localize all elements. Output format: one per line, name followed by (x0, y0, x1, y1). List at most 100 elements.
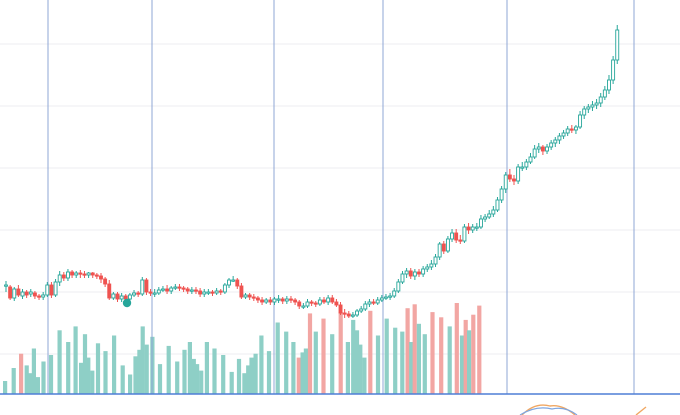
volume-bar (41, 361, 46, 394)
candle (32, 291, 37, 299)
candle (507, 169, 512, 182)
candle (561, 130, 566, 139)
candle-body (12, 288, 17, 299)
candle-body (408, 270, 413, 277)
candle-body (429, 263, 434, 268)
volume-bar (246, 365, 251, 394)
candle (222, 283, 227, 294)
candle-body (379, 297, 384, 301)
candle-body (284, 298, 289, 302)
candle (532, 145, 537, 159)
volume-bar (303, 348, 308, 394)
volume-bar (229, 371, 234, 394)
candle (214, 288, 219, 295)
candle (16, 285, 21, 297)
candle (24, 290, 29, 298)
candle-body (532, 148, 537, 158)
candle-body (499, 188, 504, 201)
candle (235, 278, 240, 289)
candle (243, 293, 248, 299)
candle (582, 106, 587, 119)
volume-bar (345, 342, 350, 394)
candle-body (94, 274, 99, 277)
volume-bar (338, 312, 343, 394)
candle-body (317, 299, 322, 305)
volume-bar (166, 345, 171, 394)
candle (379, 295, 384, 302)
candle (177, 284, 182, 291)
indicator-layer (519, 404, 647, 415)
candle-body (375, 299, 380, 304)
candle (173, 284, 178, 290)
volume-bar (120, 365, 125, 394)
candle (227, 278, 231, 288)
candle (185, 287, 190, 294)
candle-body (28, 291, 33, 295)
candle (450, 229, 454, 242)
candle (466, 223, 471, 234)
candle-body (169, 287, 174, 292)
volume-bar (300, 352, 305, 394)
candle-body (214, 290, 219, 294)
candle (297, 300, 302, 309)
candle-body (573, 126, 578, 131)
candle (86, 272, 91, 278)
candle (350, 312, 355, 318)
candle (536, 143, 541, 153)
volume-bar (259, 335, 264, 394)
candle-body (611, 59, 616, 81)
volume-bar (242, 373, 247, 394)
candle (326, 295, 331, 305)
volume-bar (358, 344, 363, 394)
candle (132, 290, 136, 297)
candle (4, 281, 8, 292)
candle (53, 279, 58, 297)
volume-layer (3, 303, 482, 394)
candle (421, 266, 426, 277)
candle (268, 297, 273, 305)
candle-body (512, 178, 516, 182)
candle (404, 268, 409, 278)
volume-bar (11, 368, 16, 394)
candle-body (342, 312, 347, 315)
candle (169, 286, 174, 294)
volume-bar (296, 357, 301, 394)
candle (615, 25, 620, 64)
candle-body (388, 295, 393, 298)
candle-layer (4, 25, 620, 318)
candle-body (99, 275, 103, 280)
candle-body (578, 114, 583, 128)
candle (384, 294, 388, 300)
candle-body (251, 296, 256, 299)
candle (206, 289, 211, 295)
candle (301, 303, 306, 309)
candle (569, 125, 574, 133)
candle-body (173, 286, 178, 289)
candle (429, 260, 434, 270)
candle-body (90, 272, 95, 276)
volume-bar (103, 351, 108, 394)
volume-bar (454, 303, 459, 394)
candle-body (305, 301, 310, 307)
candle (65, 269, 70, 281)
candle-body (260, 299, 265, 303)
volume-bar (82, 334, 88, 394)
candle-body (524, 161, 529, 168)
candle (313, 301, 318, 307)
candle-body (218, 290, 223, 293)
candle (400, 271, 405, 284)
candle (111, 292, 116, 300)
candle (412, 269, 417, 280)
candle (611, 56, 616, 84)
candle (528, 153, 533, 164)
candle-body (268, 299, 273, 303)
vertical-grid-lines (47, 0, 635, 394)
volume-bar (253, 353, 258, 394)
candle (470, 224, 475, 233)
candle-body (491, 209, 496, 215)
volume-bar (375, 335, 381, 394)
candle-body (206, 291, 211, 294)
candle-body (210, 291, 215, 294)
candle-body (53, 281, 58, 296)
